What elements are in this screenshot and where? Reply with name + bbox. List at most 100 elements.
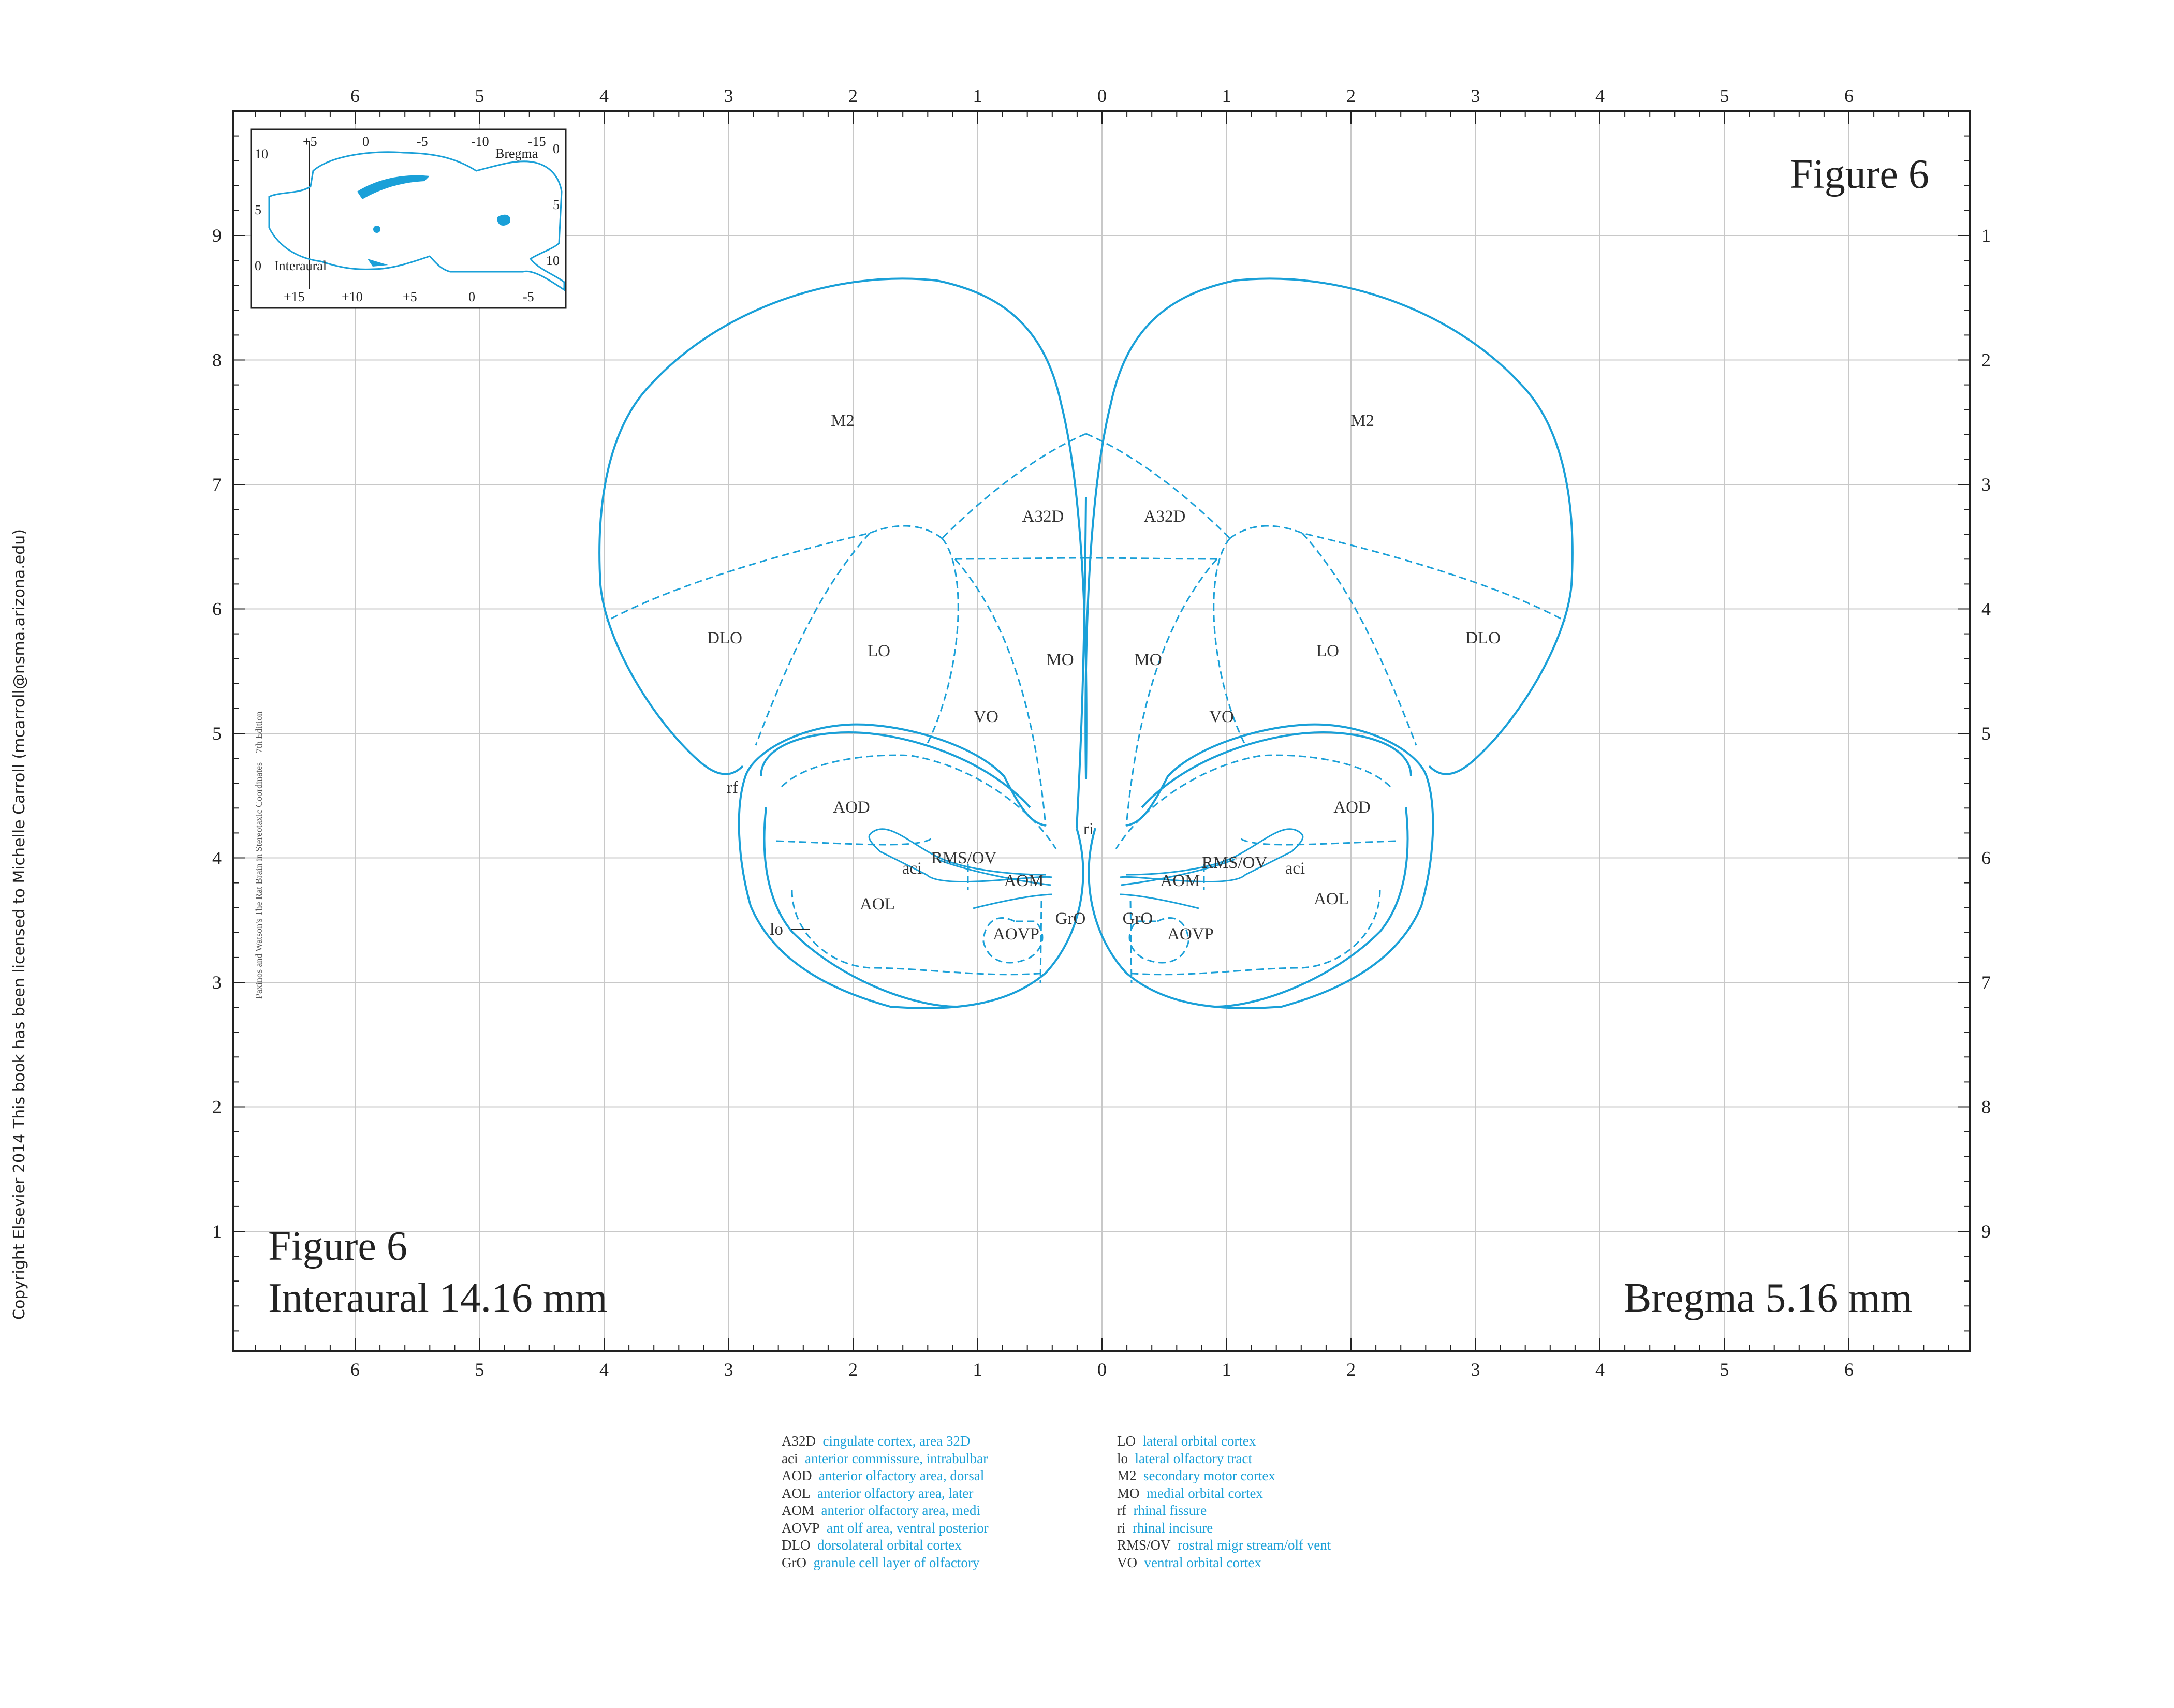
legend-desc: granule cell layer of olfactory [813,1554,980,1570]
inset-top-tick-1: 0 [362,134,369,149]
axis-label-top: 6 [1844,85,1854,106]
axis-label-left: 6 [212,599,222,620]
legend-desc: medial orbital cortex [1147,1485,1263,1501]
inset-bottom-tick-0: +15 [284,289,305,304]
label-gro-right: GrO [1123,909,1153,928]
label-mo-left: MO [1046,651,1074,669]
legend-abbr: AOVP [782,1520,820,1536]
legend-abbr: aci [782,1450,798,1466]
legend-abbr: DLO [782,1537,811,1553]
legend-row: GrO granule cell layer of olfactory [782,1554,989,1572]
legend-desc: anterior olfactory area, dorsal [819,1468,985,1483]
legend-abbr: A32D [782,1433,816,1449]
axis-label-bottom: 5 [475,1359,484,1380]
label-gro-left: GrO [1055,909,1086,928]
inset-left-tick-0: 10 [255,146,268,161]
legend-abbr: AOL [782,1485,811,1501]
tick-marks [233,111,1970,1351]
axis-label-top: 6 [350,85,360,106]
label-aovp-left: AOVP [993,925,1039,944]
axis-label-top: 5 [1720,85,1729,106]
label-aod-left: AOD [833,798,870,817]
legend-desc: rhinal incisure [1133,1520,1213,1536]
legend-row: DLO dorsolateral orbital cortex [782,1537,989,1554]
axis-label-top: 1 [1222,85,1231,106]
legend-abbr: RMS/OV [1117,1537,1171,1553]
legend-right: LO lateral orbital cortex lo lateral olf… [1117,1433,1331,1571]
section-boundaries-right [1085,433,1566,984]
label-aol-left: AOL [860,895,895,914]
axis-label-left: 3 [212,972,222,993]
inset-bottom-tick-2: +5 [403,289,417,304]
axis-label-bottom: 6 [1844,1359,1854,1380]
axis-label-bottom: 1 [1222,1359,1231,1380]
label-ri: ri [1083,820,1094,838]
legend-desc: cingulate cortex, area 32D [822,1433,971,1449]
legend-desc: lateral orbital cortex [1142,1433,1256,1449]
label-rf: rf [727,778,738,797]
section-outline-right [1084,277,1574,1009]
inset-olfactory [368,259,388,267]
inset-right-tick-1: 5 [553,197,560,212]
legend-row: LO lateral orbital cortex [1117,1433,1331,1450]
section-boundaries-left [606,433,1086,984]
label-lo-left: LO [868,642,890,660]
axis-label-bottom: 3 [724,1359,733,1380]
axis-label-top: 1 [973,85,982,106]
axis-label-right: 8 [1981,1097,1991,1117]
legend-row: AOM anterior olfactory area, medi [782,1502,989,1520]
legend-desc: rhinal fissure [1133,1503,1207,1518]
axis-label-top: 3 [724,85,733,106]
label-lo-tract: lo [770,920,783,939]
inset-interaural-label: Interaural [274,258,327,273]
legend-row: ri rhinal incisure [1117,1520,1331,1537]
axis-label-top: 0 [1097,85,1107,106]
inset-top-tick-3: -10 [471,134,489,149]
legend-row: AOVP ant olf area, ventral posterior [782,1520,989,1537]
axis-label-bottom: 2 [1346,1359,1356,1380]
axis-label-bottom: 3 [1471,1359,1480,1380]
axis-label-right: 5 [1981,723,1991,744]
axis-label-right: 3 [1981,474,1991,495]
inset-dot [373,226,380,233]
label-aci-right: aci [1285,859,1305,878]
inset-ventricle [357,175,430,199]
region-labels: M2 M2 A32D A32D DLO DLO LO LO MO MO VO V… [707,411,1501,944]
label-m2-left: M2 [831,411,855,430]
axis-label-bottom: 1 [973,1359,982,1380]
axis-label-top: 4 [1595,85,1605,106]
label-mo-right: MO [1134,651,1162,669]
axis-label-top: 5 [475,85,484,106]
copyright-notice: Copyright Elsevier 2014 This book has be… [10,529,28,1320]
legend-abbr: VO [1117,1554,1137,1570]
axis-label-top: 2 [1346,85,1356,106]
axis-label-top: 2 [848,85,858,106]
inset-top-tick-2: -5 [417,134,428,149]
axis-label-right: 6 [1981,848,1991,868]
axis-label-bottom: 4 [599,1359,609,1380]
inset-top-tick-0: +5 [303,134,317,149]
axis-label-left: 7 [212,474,222,495]
legend-abbr: M2 [1117,1468,1137,1483]
legend-desc: secondary motor cortex [1143,1468,1275,1483]
legend-row: AOL anterior olfactory area, later [782,1485,989,1503]
legend-abbr: AOD [782,1468,812,1483]
label-vo-left: VO [974,708,998,726]
bregma-coordinate: Bregma 5.16 mm [1624,1275,1913,1321]
legend-row: rf rhinal fissure [1117,1502,1331,1520]
section-outline-left [598,277,1088,1009]
label-aovp-right: AOVP [1167,925,1214,944]
legend-abbr: LO [1117,1433,1136,1449]
axis-label-left: 8 [212,350,222,371]
legend-row: M2 secondary motor cortex [1117,1467,1331,1485]
axis-label-bottom: 6 [350,1359,360,1380]
inset-cerebellum-mark [497,214,510,226]
label-rmsov-right: RMS/OV [1202,853,1268,872]
legend-desc: anterior olfactory area, later [817,1485,974,1501]
grid [233,111,1970,1351]
axis-label-top: 4 [599,85,609,106]
legend-abbr: lo [1117,1450,1128,1466]
inset-bregma-label: Bregma [495,146,538,161]
axis-label-right: 1 [1981,225,1991,246]
